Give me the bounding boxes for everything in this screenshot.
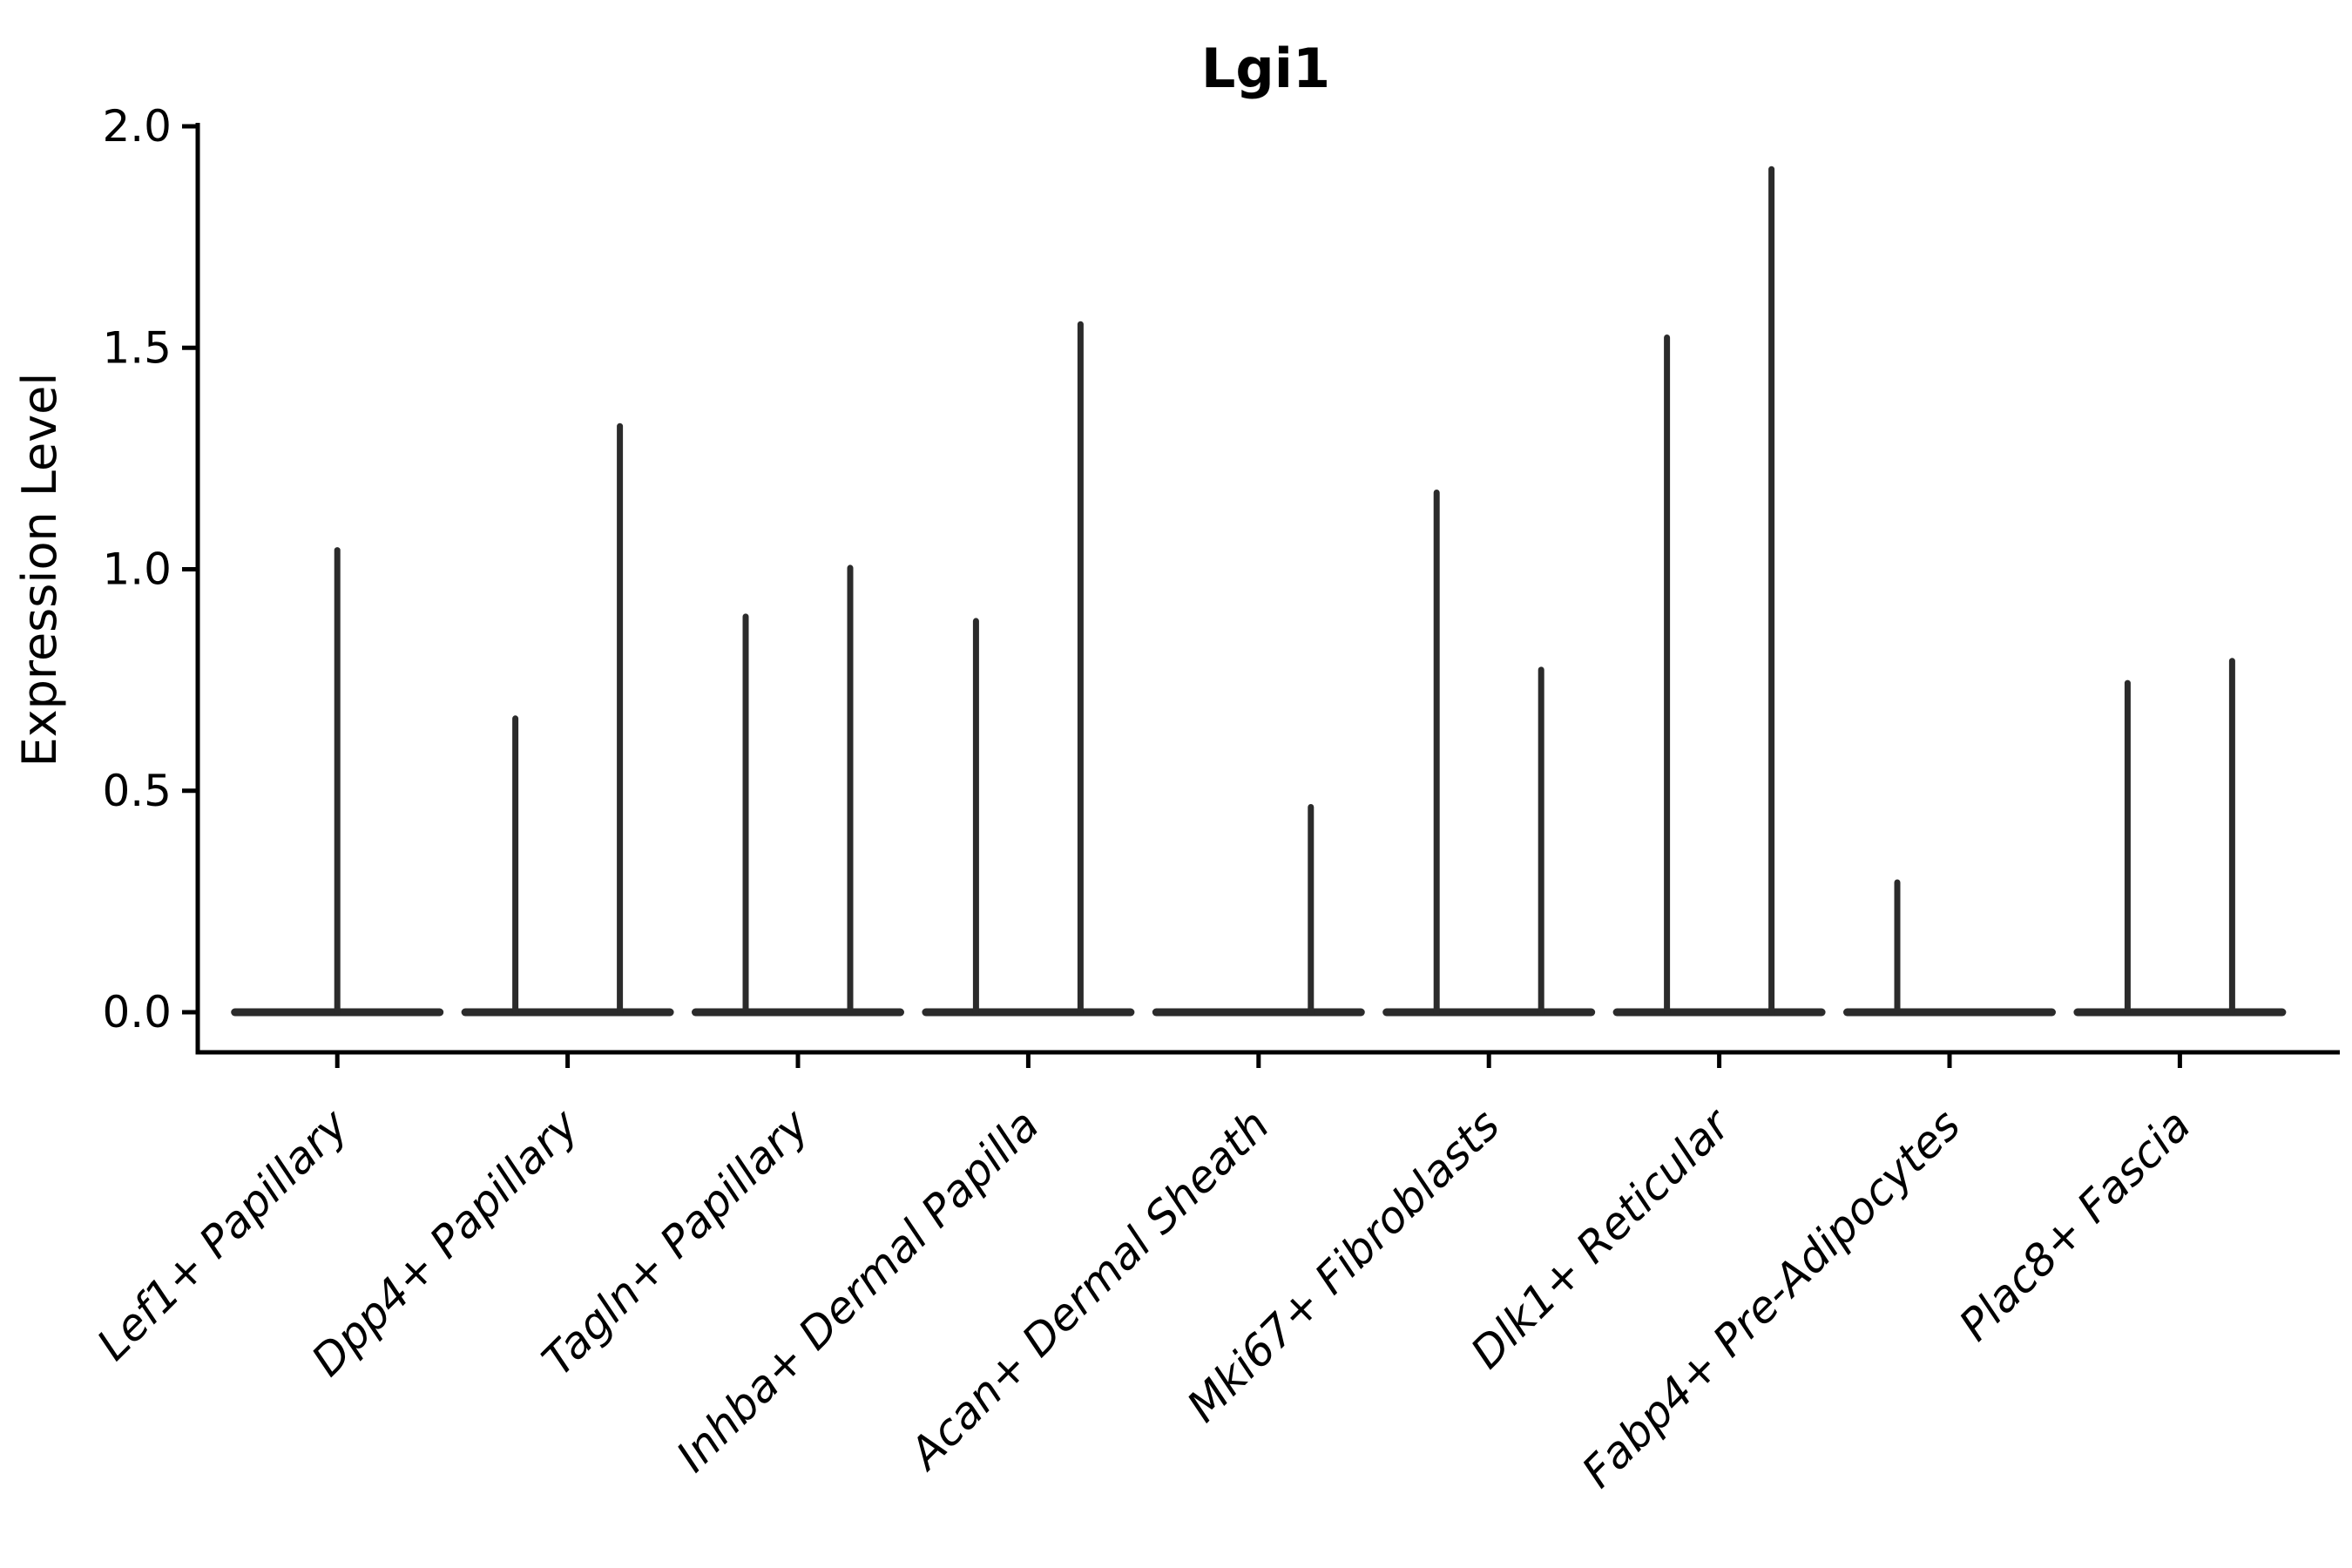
violin-base <box>692 1008 904 1017</box>
x-tick-label: Plac8+ Fascia <box>1950 1099 2200 1350</box>
x-tick-label: Inhba+ Dermal Papilla <box>666 1099 1048 1481</box>
violin-spike <box>1538 666 1544 1017</box>
violin <box>1612 166 1826 1017</box>
y-tick-label: 1.5 <box>102 322 172 373</box>
violin-base <box>2073 1008 2287 1017</box>
violin-spike <box>1308 804 1315 1017</box>
violin-spike <box>2228 658 2235 1017</box>
violin-spike <box>742 613 749 1017</box>
y-axis-ticks: 0.0 0.5 1.0 1.5 2.0 <box>102 101 198 1037</box>
violin-spike <box>1077 321 1084 1017</box>
violin-base <box>461 1008 674 1017</box>
violin <box>2073 658 2287 1017</box>
chart-title: Lgi1 <box>1201 37 1330 100</box>
violin-spike <box>1768 166 1775 1017</box>
violin <box>692 564 904 1017</box>
violin <box>1152 804 1365 1017</box>
violin <box>922 321 1135 1017</box>
x-tick-label: Lef1+ Papillary <box>87 1098 358 1369</box>
violin-base <box>1382 1008 1596 1017</box>
violin-spike <box>2124 679 2131 1017</box>
y-tick-label: 2.0 <box>102 101 172 152</box>
violin <box>1382 489 1596 1017</box>
x-tick-label: Fabp4+ Pre-Adipocytes <box>1572 1099 1970 1497</box>
violin <box>461 422 674 1017</box>
violin-base <box>1152 1008 1365 1017</box>
y-tick-label: 0.5 <box>102 766 172 816</box>
violin-spike <box>847 564 854 1017</box>
violin-base <box>1612 1008 1826 1017</box>
y-tick-label: 1.0 <box>102 544 172 595</box>
violins <box>231 166 2287 1017</box>
violin-spike <box>617 422 624 1017</box>
y-tick-label: 0.0 <box>102 987 172 1037</box>
violin-spike <box>972 618 979 1017</box>
violin-base <box>1843 1008 2056 1017</box>
y-axis-label: Expression Level <box>12 373 67 767</box>
violin-spike <box>512 715 519 1017</box>
violin-spike <box>334 547 341 1017</box>
violin <box>1843 879 2056 1017</box>
violin-base <box>922 1008 1135 1017</box>
violin <box>231 547 444 1017</box>
violin-spike <box>1894 879 1901 1017</box>
violin-spike <box>1664 334 1671 1017</box>
violin-spike <box>1433 489 1440 1017</box>
